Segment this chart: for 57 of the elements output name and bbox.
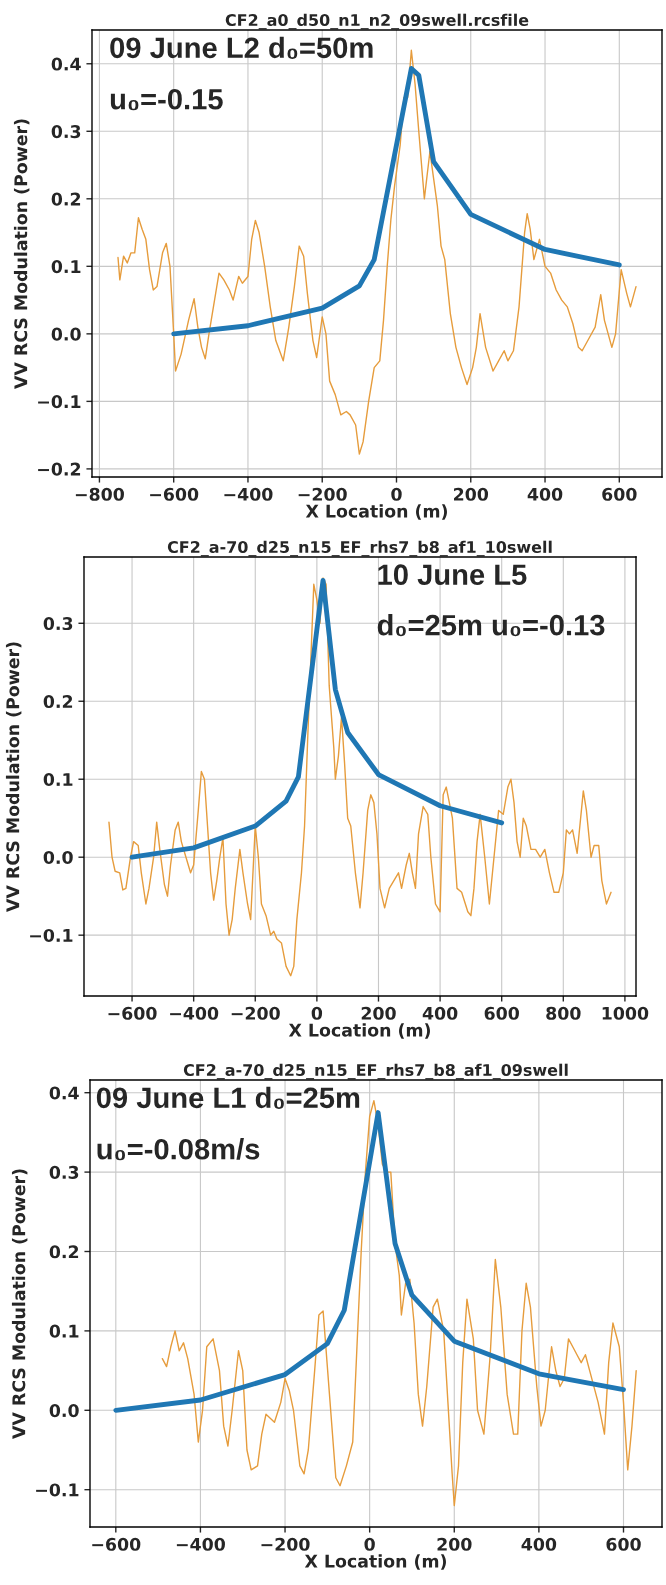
- annotation: 09 June L2 d₀=50m: [110, 36, 373, 59]
- y-tick-label: −0.1: [36, 1483, 79, 1497]
- y-tick-label: −0.1: [38, 395, 81, 409]
- x-tick-label: 0: [311, 1006, 323, 1020]
- x-tick-label: 200: [361, 1006, 396, 1020]
- x-tick-label: 600: [484, 1006, 519, 1020]
- x-tick-label: 1000: [602, 1006, 649, 1020]
- x-tick-label: 400: [527, 487, 563, 501]
- x-tick-label: 0: [391, 487, 402, 501]
- x-tick-label: 200: [454, 487, 489, 501]
- x-tick-label: 800: [546, 1006, 581, 1020]
- y-tick-label: 0.2: [43, 694, 73, 709]
- x-tick-label: −600: [92, 1537, 141, 1551]
- chart-title: CF2_a-70_d25_n15_EF_rhs7_b8_af1_09swell: [183, 1063, 568, 1080]
- y-tick-label: 0.4: [49, 1086, 79, 1100]
- x-tick-label: −800: [75, 487, 124, 501]
- annotation: u₀=-0.08m/s: [97, 1138, 260, 1161]
- y-tick-label: −0.2: [38, 462, 81, 476]
- x-tick-label: −200: [298, 487, 347, 501]
- y-tick-label: 0.3: [51, 124, 81, 139]
- x-tick-label: −600: [150, 487, 199, 501]
- x-axis-title: X Location (m): [288, 1023, 430, 1039]
- y-tick-label: 0.4: [51, 57, 81, 71]
- x-tick-label: −400: [176, 1537, 225, 1551]
- y-tick-label: 0.0: [51, 327, 81, 341]
- annotation: 09 June L1 d₀=25m: [96, 1086, 360, 1109]
- x-tick-label: −200: [231, 1006, 280, 1020]
- annotation: d₀=25m u₀=-0.13: [377, 614, 605, 637]
- y-tick-label: 0.1: [49, 1324, 79, 1338]
- x-tick-label: −200: [261, 1537, 310, 1551]
- x-tick-label: 600: [602, 487, 637, 501]
- chart-title: CF2_a0_d50_n1_n2_09swell.rcsfile: [225, 13, 529, 30]
- x-tick-label: −400: [170, 1006, 219, 1020]
- x-tick-label: 400: [422, 1006, 458, 1020]
- x-tick-label: 0: [364, 1537, 375, 1551]
- y-tick-label: −0.1: [30, 928, 73, 943]
- x-tick-label: 200: [437, 1537, 472, 1551]
- y-axis-title: VV RCS Modulation (Power): [13, 119, 30, 389]
- y-tick-label: 0.0: [49, 1404, 79, 1418]
- x-tick-label: 600: [606, 1537, 641, 1551]
- annotation: u₀=-0.15: [110, 88, 223, 111]
- y-tick-label: 0.2: [49, 1245, 79, 1259]
- chart-title: CF2_a-70_d25_n15_EF_rhs7_b8_af1_10swell: [167, 540, 552, 557]
- annotation: 10 June L5: [378, 564, 527, 586]
- x-tick-label: −400: [224, 487, 273, 501]
- x-tick-label: 400: [521, 1537, 557, 1551]
- y-tick-label: 0.1: [51, 260, 81, 274]
- x-axis-title: X Location (m): [305, 504, 447, 520]
- y-axis-title: VV RCS Modulation (Power): [5, 642, 22, 912]
- y-tick-label: 0.3: [49, 1165, 79, 1179]
- y-tick-label: 0.0: [43, 850, 73, 865]
- y-tick-label: 0.2: [51, 192, 81, 206]
- y-axis-title: VV RCS Modulation (Power): [11, 1169, 28, 1439]
- y-tick-label: 0.1: [43, 772, 73, 787]
- y-tick-label: 0.3: [43, 616, 73, 631]
- x-axis-title: X Location (m): [304, 1554, 446, 1570]
- x-tick-label: −600: [108, 1006, 157, 1020]
